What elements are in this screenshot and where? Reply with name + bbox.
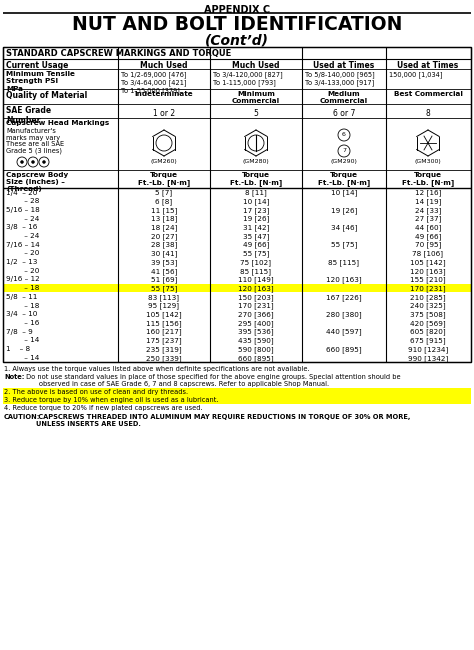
Text: 20 [27]: 20 [27] <box>151 233 177 240</box>
Text: STANDARD CAPSCREW MARKINGS AND TORQUE: STANDARD CAPSCREW MARKINGS AND TORQUE <box>6 49 231 58</box>
Text: 12 [16]: 12 [16] <box>415 190 441 196</box>
Text: 9/16 – 12: 9/16 – 12 <box>6 276 40 283</box>
Text: 420 [569]: 420 [569] <box>410 320 446 327</box>
Text: 115 [156]: 115 [156] <box>146 320 182 327</box>
Text: 6: 6 <box>342 133 346 138</box>
Text: 910 [1234]: 910 [1234] <box>408 346 448 353</box>
Text: 1/4  – 20: 1/4 – 20 <box>6 190 37 196</box>
Text: APPENDIX C: APPENDIX C <box>204 5 270 15</box>
Text: Torque
Ft.-Lb. [N·m]: Torque Ft.-Lb. [N·m] <box>402 172 454 186</box>
Text: CAUTION:: CAUTION: <box>4 414 40 420</box>
Text: 120 [163]: 120 [163] <box>238 285 274 292</box>
Text: 7: 7 <box>342 148 346 153</box>
Text: 8 [11]: 8 [11] <box>245 190 267 196</box>
Text: (GM290): (GM290) <box>330 159 357 164</box>
Text: 95 [129]: 95 [129] <box>148 303 180 309</box>
Text: Capscrew Body
Size (Inches) –
(Thread): Capscrew Body Size (Inches) – (Thread) <box>6 172 68 192</box>
Text: 6 or 7: 6 or 7 <box>333 109 355 118</box>
Text: 395 [536]: 395 [536] <box>238 329 274 335</box>
Text: 44 [60]: 44 [60] <box>415 224 441 231</box>
Text: – 20: – 20 <box>13 268 39 274</box>
Text: 19 [26]: 19 [26] <box>331 207 357 214</box>
Text: 170 [231]: 170 [231] <box>238 303 274 309</box>
Text: NUT AND BOLT IDENTIFICATION: NUT AND BOLT IDENTIFICATION <box>72 15 402 34</box>
Text: – 14: – 14 <box>13 355 39 361</box>
Text: 160 [217]: 160 [217] <box>146 329 182 335</box>
Text: Quality of Material: Quality of Material <box>6 91 87 100</box>
Text: 170 [231]: 170 [231] <box>410 285 446 292</box>
Text: 49 [66]: 49 [66] <box>243 242 269 248</box>
Text: Do not use standard values in place of those specified for the above engine grou: Do not use standard values in place of t… <box>24 374 401 387</box>
Text: 11 [15]: 11 [15] <box>151 207 177 214</box>
Text: (GM280): (GM280) <box>243 159 269 164</box>
Text: 105 [142]: 105 [142] <box>410 259 446 266</box>
Text: 270 [366]: 270 [366] <box>238 311 274 318</box>
Text: 30 [41]: 30 [41] <box>151 250 177 257</box>
Text: 4. Reduce torque to 20% if new plated capscrews are used.: 4. Reduce torque to 20% if new plated ca… <box>4 405 202 411</box>
Text: 28 [38]: 28 [38] <box>151 242 177 248</box>
Text: 31 [42]: 31 [42] <box>243 224 269 231</box>
Text: 110 [149]: 110 [149] <box>238 276 274 283</box>
Text: These are all SAE
Grade 5 (3 lines): These are all SAE Grade 5 (3 lines) <box>6 141 64 155</box>
Text: 14 [19]: 14 [19] <box>415 198 441 205</box>
Text: 1/2  – 13: 1/2 – 13 <box>6 259 37 265</box>
Text: Used at Times: Used at Times <box>397 61 459 70</box>
Text: Capscrew Head Markings: Capscrew Head Markings <box>6 120 109 126</box>
Bar <box>3 396 471 404</box>
Text: 1    – 8: 1 – 8 <box>6 346 30 352</box>
Text: 34 [46]: 34 [46] <box>331 224 357 231</box>
Text: 41 [56]: 41 [56] <box>151 268 177 274</box>
Text: 3/8  – 16: 3/8 – 16 <box>6 224 37 230</box>
Text: 295 [400]: 295 [400] <box>238 320 274 327</box>
Text: Manufacturer's
marks may vary: Manufacturer's marks may vary <box>6 128 60 141</box>
Text: (GM300): (GM300) <box>415 159 441 164</box>
Text: Much Used: Much Used <box>232 61 280 70</box>
Text: 5/16 – 18: 5/16 – 18 <box>6 207 40 213</box>
Text: 55 [75]: 55 [75] <box>243 250 269 257</box>
Text: To 5/8-140,000 [965]
To 3/4-133,000 [917]: To 5/8-140,000 [965] To 3/4-133,000 [917… <box>305 71 375 86</box>
Bar <box>3 388 471 396</box>
Text: 7/8  – 9: 7/8 – 9 <box>6 329 33 335</box>
Text: 55 [75]: 55 [75] <box>331 242 357 248</box>
Text: 35 [47]: 35 [47] <box>243 233 269 240</box>
Text: 49 [66]: 49 [66] <box>415 233 441 240</box>
Text: Current Usage: Current Usage <box>6 61 68 70</box>
Text: 51 [69]: 51 [69] <box>151 276 177 283</box>
Bar <box>3 283 471 292</box>
Text: Much Used: Much Used <box>140 61 188 70</box>
Text: 13 [18]: 13 [18] <box>151 216 177 222</box>
Text: 10 [14]: 10 [14] <box>243 198 269 205</box>
Text: 167 [226]: 167 [226] <box>326 294 362 301</box>
Text: – 16: – 16 <box>13 320 39 326</box>
Text: – 14: – 14 <box>13 337 39 343</box>
Text: – 28: – 28 <box>13 198 39 204</box>
Text: Used at Times: Used at Times <box>313 61 374 70</box>
Text: Torque
Ft.-Lb. [N·m]: Torque Ft.-Lb. [N·m] <box>230 172 282 186</box>
Text: 660 [895]: 660 [895] <box>238 355 274 361</box>
Text: 240 [325]: 240 [325] <box>410 303 446 309</box>
Text: 590 [800]: 590 [800] <box>238 346 274 353</box>
Text: 3/4  – 10: 3/4 – 10 <box>6 311 37 317</box>
Text: 2. The above is based on use of clean and dry threads.: 2. The above is based on use of clean an… <box>4 389 188 395</box>
Text: 8: 8 <box>426 109 430 118</box>
Text: 78 [106]: 78 [106] <box>412 250 444 257</box>
Text: 83 [113]: 83 [113] <box>148 294 180 301</box>
Text: To 3/4-120,000 [827]
To 1-115,000 [793]: To 3/4-120,000 [827] To 1-115,000 [793] <box>213 71 283 86</box>
Text: 250 [339]: 250 [339] <box>146 355 182 361</box>
Text: 235 [319]: 235 [319] <box>146 346 182 353</box>
Text: Note:: Note: <box>4 374 25 380</box>
Text: 105 [142]: 105 [142] <box>146 311 182 318</box>
Text: 435 [590]: 435 [590] <box>238 337 274 344</box>
Text: – 24: – 24 <box>13 233 39 239</box>
Text: 75 [102]: 75 [102] <box>240 259 272 266</box>
Text: Minimum Tensile
Strength PSI
MPa: Minimum Tensile Strength PSI MPa <box>6 71 75 92</box>
Text: To 1/2-69,000 [476]
To 3/4-64,000 [421]
To 1-55,000 [379]: To 1/2-69,000 [476] To 3/4-64,000 [421] … <box>121 71 186 94</box>
Text: – 20: – 20 <box>13 250 39 256</box>
Text: 6 [8]: 6 [8] <box>155 198 173 205</box>
Text: CAPSCREWS THREADED INTO ALUMINUM MAY REQUIRE REDUCTIONS IN TORQUE OF 30% OR MORE: CAPSCREWS THREADED INTO ALUMINUM MAY REQ… <box>36 414 410 427</box>
Text: Medium
Commercial: Medium Commercial <box>320 91 368 104</box>
Text: Minimum
Commercial: Minimum Commercial <box>232 91 280 104</box>
Text: 18 [24]: 18 [24] <box>151 224 177 231</box>
Text: 120 [163]: 120 [163] <box>326 276 362 283</box>
Text: – 24: – 24 <box>13 216 39 222</box>
